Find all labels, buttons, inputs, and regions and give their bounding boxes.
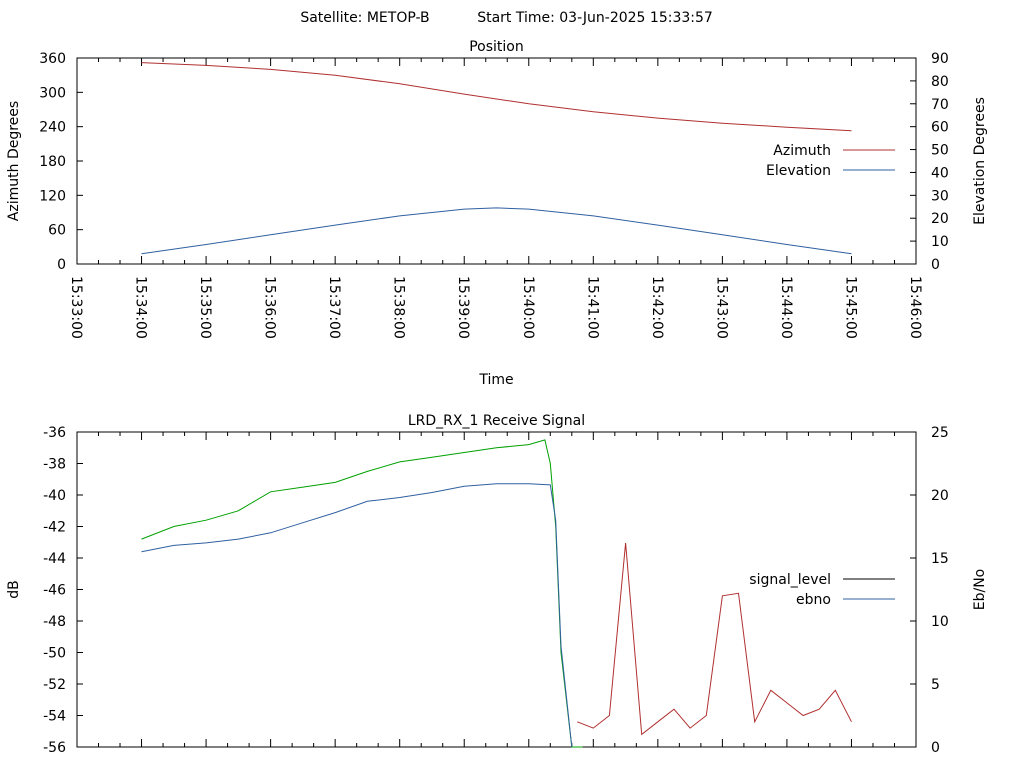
- x-tick-label: 15:44:00: [778, 276, 794, 339]
- y-tick-label: -42: [43, 520, 66, 536]
- y-tick-label: -50: [43, 646, 66, 662]
- y2-tick-label: 10: [931, 614, 949, 630]
- x-tick-label: 15:35:00: [197, 276, 213, 339]
- y-tick-label: -52: [43, 677, 66, 693]
- y-tick-label: -38: [43, 457, 66, 473]
- y-tick-label: -44: [43, 551, 66, 567]
- y-tick-label: -40: [43, 488, 66, 504]
- chart-title: LRD_RX_1 Receive Signal: [408, 413, 585, 429]
- legend-label: Elevation: [766, 163, 831, 179]
- y-tick-label: 60: [48, 223, 66, 239]
- start-time: Start Time: 03-Jun-2025 15:33:57: [477, 10, 713, 26]
- y-tick-label: 120: [39, 188, 66, 204]
- y2-tick-label: 15: [931, 551, 949, 567]
- x-tick-label: 15:38:00: [391, 276, 407, 339]
- y2-tick-label: 5: [931, 677, 940, 693]
- y-tick-label: 0: [57, 257, 66, 273]
- receive-signal-chart: LRD_RX_1 Receive Signal -56 -54 -52 -50 -48 -4…: [6, 413, 988, 756]
- series-line: [141, 62, 852, 132]
- y-tick-label: -48: [43, 614, 66, 630]
- y2-tick-label: 70: [931, 97, 949, 113]
- y-tick-label: 300: [39, 85, 66, 101]
- y2-tick-label: 50: [931, 143, 949, 159]
- series-line: [141, 207, 852, 255]
- y2-tick-label: 10: [931, 234, 949, 250]
- y2-tick-label: 25: [931, 425, 949, 441]
- x-tick-label: 15:36:00: [262, 276, 278, 339]
- x-tick-label: 15:33:00: [68, 276, 84, 339]
- y-tick-label: 360: [39, 51, 66, 67]
- series-line: [141, 483, 573, 748]
- legend-label: ebno: [796, 592, 831, 608]
- y2-tick-label: 30: [931, 188, 949, 204]
- y2-tick-label: 90: [931, 51, 949, 67]
- y2-axis-label: Elevation Degrees: [972, 97, 988, 225]
- y-tick-label: -46: [43, 583, 66, 599]
- x-tick-label: 15:37:00: [326, 276, 342, 339]
- satellite-name: Satellite: METOP-B: [300, 10, 429, 26]
- x-tick-label: 15:46:00: [907, 276, 923, 339]
- legend-label: signal_level: [749, 572, 831, 588]
- series-line: [577, 542, 852, 736]
- x-tick-label: 15:43:00: [713, 276, 729, 339]
- position-chart: Position 0 60 120 180 240 300 360 0 10 20 30 40 50 60 7…: [6, 39, 988, 388]
- x-tick-label: 15:34:00: [133, 276, 149, 339]
- y2-tick-label: 0: [931, 740, 940, 756]
- y-tick-label: -56: [43, 740, 66, 756]
- x-tick-label: 15:41:00: [584, 276, 600, 339]
- y-axis-label: dB: [6, 580, 22, 599]
- y-tick-label: -36: [43, 425, 66, 441]
- y2-tick-label: 60: [931, 120, 949, 136]
- y-axis-label: Azimuth Degrees: [6, 101, 22, 221]
- series-line: [141, 439, 583, 748]
- x-tick-label: 15:40:00: [520, 276, 536, 339]
- x-tick-label: 15:45:00: [842, 276, 858, 339]
- x-axis-label: Time: [478, 372, 513, 388]
- y2-axis-label: Eb/No: [972, 569, 988, 611]
- y-tick-label: 240: [39, 120, 66, 136]
- plot-frame: [76, 57, 917, 265]
- legend-label: Azimuth: [773, 143, 831, 159]
- y2-tick-label: 40: [931, 165, 949, 181]
- plot-frame: [76, 431, 917, 748]
- x-tick-label: 15:42:00: [649, 276, 665, 339]
- x-tick-label: 15:39:00: [455, 276, 471, 339]
- y2-tick-label: 20: [931, 211, 949, 227]
- y2-tick-label: 0: [931, 257, 940, 273]
- y2-tick-label: 20: [931, 488, 949, 504]
- chart-title: Position: [469, 39, 524, 55]
- y-tick-label: -54: [43, 709, 66, 725]
- y-tick-label: 180: [39, 154, 66, 170]
- y2-tick-label: 80: [931, 74, 949, 90]
